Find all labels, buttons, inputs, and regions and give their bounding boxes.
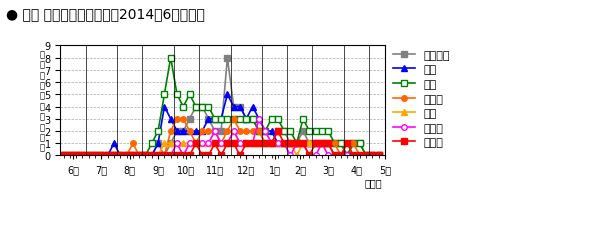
中予 xyxy=(375,154,382,157)
Y-axis label: 定
点
当
た
り
患
者
報
告
数: 定 点 当 た り 患 者 報 告 数 xyxy=(39,50,44,152)
宇和島 xyxy=(129,154,137,157)
西条 xyxy=(368,154,376,157)
Line: 八幡浜: 八幡浜 xyxy=(61,116,381,159)
宇和島 xyxy=(161,154,168,157)
八幡浜 xyxy=(375,154,382,157)
四国中央 xyxy=(161,154,168,157)
Line: 松山市: 松山市 xyxy=(61,116,381,159)
西条 xyxy=(375,154,382,157)
八幡浜 xyxy=(129,154,137,157)
西条 xyxy=(274,142,281,145)
西条 xyxy=(129,154,137,157)
八幡浜 xyxy=(60,154,67,157)
中予 xyxy=(230,130,237,133)
Text: ● 県内 保健所別発生動向（2014年6月以降）: ● 県内 保健所別発生動向（2014年6月以降） xyxy=(6,7,205,21)
西条 xyxy=(161,106,168,109)
中予 xyxy=(155,154,162,157)
Line: 中予: 中予 xyxy=(61,129,381,159)
今治 xyxy=(375,154,382,157)
今治 xyxy=(155,130,162,133)
宇和島 xyxy=(368,154,376,157)
今治 xyxy=(129,154,137,157)
宇和島 xyxy=(155,154,162,157)
八幡浜 xyxy=(274,142,281,145)
今治 xyxy=(293,142,300,145)
西条 xyxy=(223,94,231,96)
中予 xyxy=(60,154,67,157)
四国中央 xyxy=(368,154,376,157)
四国中央 xyxy=(375,154,382,157)
Line: 今治: 今治 xyxy=(61,56,381,159)
西条 xyxy=(60,154,67,157)
四国中央 xyxy=(274,130,281,133)
四国中央 xyxy=(223,57,231,60)
八幡浜 xyxy=(293,142,300,145)
Line: 四国中央: 四国中央 xyxy=(61,56,381,159)
四国中央 xyxy=(155,142,162,145)
宇和島 xyxy=(274,130,281,133)
西条 xyxy=(293,142,300,145)
Legend: 四国中央, 西条, 今治, 松山市, 中予, 八幡浜, 宇和島: 四国中央, 西条, 今治, 松山市, 中予, 八幡浜, 宇和島 xyxy=(388,46,455,152)
Text: （週）: （週） xyxy=(364,178,382,188)
四国中央 xyxy=(129,154,137,157)
宇和島 xyxy=(268,142,275,145)
中予 xyxy=(129,154,137,157)
四国中央 xyxy=(60,154,67,157)
中予 xyxy=(293,154,300,157)
宇和島 xyxy=(293,142,300,145)
宇和島 xyxy=(375,154,382,157)
松山市 xyxy=(60,154,67,157)
松山市 xyxy=(161,154,168,157)
八幡浜 xyxy=(255,118,263,121)
松山市 xyxy=(173,118,181,121)
中予 xyxy=(161,142,168,145)
今治 xyxy=(368,154,376,157)
中予 xyxy=(368,154,376,157)
西条 xyxy=(155,142,162,145)
Line: 宇和島: 宇和島 xyxy=(61,129,381,159)
Line: 西条: 西条 xyxy=(61,92,381,159)
宇和島 xyxy=(60,154,67,157)
松山市 xyxy=(293,142,300,145)
八幡浜 xyxy=(368,154,376,157)
松山市 xyxy=(129,142,137,145)
八幡浜 xyxy=(155,154,162,157)
松山市 xyxy=(375,154,382,157)
四国中央 xyxy=(293,142,300,145)
松山市 xyxy=(368,154,376,157)
松山市 xyxy=(274,142,281,145)
今治 xyxy=(167,57,175,60)
八幡浜 xyxy=(161,154,168,157)
松山市 xyxy=(155,154,162,157)
今治 xyxy=(274,118,281,121)
今治 xyxy=(161,94,168,96)
中予 xyxy=(274,142,281,145)
今治 xyxy=(60,154,67,157)
